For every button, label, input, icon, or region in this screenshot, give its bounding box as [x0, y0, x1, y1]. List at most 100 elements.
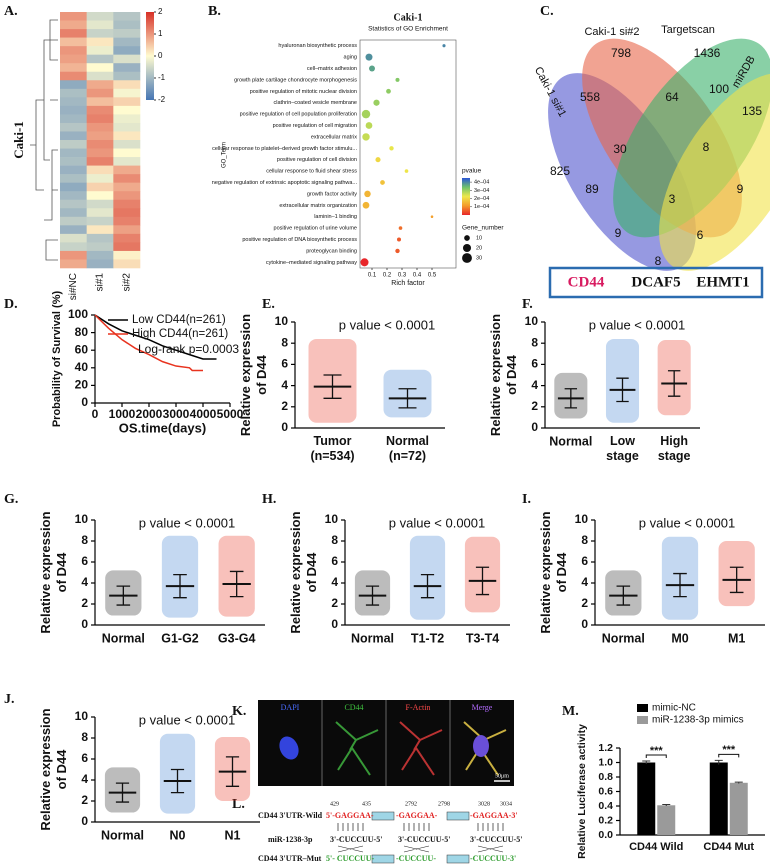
heat-cell — [60, 233, 87, 243]
bar — [709, 762, 728, 835]
term-dot — [361, 109, 371, 119]
heat-cell — [113, 12, 141, 21]
panel-label: I. — [522, 492, 531, 507]
legend-title: Gene_number — [462, 225, 504, 232]
term-dot — [362, 133, 370, 141]
utr-box — [371, 854, 395, 864]
heat-cell — [86, 157, 114, 166]
x-tick-label: 0.4 — [413, 273, 422, 279]
x-tick-label: 1000 — [109, 407, 136, 421]
y-tick-label: 0 — [81, 814, 88, 828]
x-tick-label: 3000 — [163, 407, 190, 421]
heat-cell — [60, 199, 87, 209]
heat-cell — [86, 71, 114, 81]
heat-cell — [86, 182, 114, 192]
y-tick-label: 8 — [581, 533, 588, 547]
venn-count: 558 — [580, 90, 600, 104]
heat-cell — [60, 46, 87, 55]
x-tick-label: Low stage — [606, 434, 639, 463]
venn-count: 8 — [703, 140, 710, 154]
term-label: positive regulation of DNA biosynthetic … — [242, 237, 357, 243]
heat-cell — [86, 233, 114, 243]
heat-cell — [86, 12, 114, 21]
x-tick-label: 2000 — [136, 407, 163, 421]
colorbar-label: 2 — [158, 7, 163, 16]
gene: EHMT1 — [696, 274, 749, 290]
heat-cell — [60, 71, 87, 81]
y-tick-label: 1.0 — [598, 756, 613, 768]
error-bar — [642, 760, 651, 764]
error-bar — [734, 781, 743, 784]
x-tick-label: Normal — [602, 631, 645, 645]
y-tick-label: 40 — [75, 360, 89, 374]
utr-box — [371, 811, 395, 821]
heat-cell — [113, 225, 141, 235]
annotation: p value < 0.0001 — [389, 515, 486, 530]
significance-bracket — [645, 754, 667, 759]
x-tick-label: 0.5 — [428, 273, 437, 279]
sequence: 3'-CUCCUU-5' — [398, 835, 450, 844]
term-label: cellular response to fluid shear stress — [266, 169, 357, 175]
size-key — [462, 243, 472, 253]
heat-cell — [113, 242, 141, 252]
y-axis-label: Relative expressionof D44 — [239, 314, 270, 436]
heat-cell — [113, 216, 141, 226]
colorbar — [462, 178, 470, 215]
y-tick-label: 0 — [81, 617, 88, 631]
y-tick-label: 6 — [581, 554, 588, 568]
venn-count: 6 — [697, 228, 704, 242]
y-tick-label: 10 — [75, 512, 89, 526]
y-tick-label: 4 — [81, 575, 88, 589]
venn-count: 135 — [742, 104, 762, 118]
size-label: 20 — [476, 245, 482, 251]
venn-count: 8 — [655, 254, 662, 268]
term-dot — [430, 215, 434, 218]
term-dot — [395, 248, 400, 254]
heat-cell — [86, 63, 114, 73]
term-label: growth factor activity — [307, 191, 357, 197]
heat-cell — [113, 88, 141, 98]
annotation: Log-rank p=0.0003 — [138, 342, 239, 356]
term-dot — [386, 88, 391, 94]
x-tick-label: 0.2 — [383, 273, 392, 279]
chart-title: Caki-1 — [394, 12, 423, 23]
x-tick-label: N0 — [170, 828, 186, 842]
position: 435 — [362, 801, 371, 807]
term-dot — [398, 226, 403, 230]
heat-cell — [86, 114, 114, 124]
position: 2798 — [438, 801, 450, 807]
y-tick-label: 0.8 — [598, 771, 613, 783]
term-label: extracellular matrix — [311, 134, 357, 140]
y-tick-label: 0 — [81, 395, 88, 409]
heat-cell — [113, 80, 141, 90]
legend-label: High CD44(n=261) — [132, 328, 228, 340]
venn-count: 1436 — [694, 46, 721, 60]
y-tick-label: 100 — [68, 307, 88, 321]
row-label: CD44 3'UTR-Wild — [258, 811, 323, 820]
x-tick-label: M1 — [728, 631, 745, 645]
y-tick-label: 8 — [81, 533, 88, 547]
y-tick-label: 2 — [81, 596, 88, 610]
heat-cell — [86, 54, 114, 64]
term-dot — [404, 169, 409, 173]
y-tick-label: 6 — [81, 554, 88, 568]
term-label: extracellular matrix organization — [279, 203, 357, 209]
y-tick-label: 80 — [75, 325, 89, 339]
heat-cell — [60, 250, 87, 260]
heat-cell — [113, 148, 141, 158]
heat-cell — [60, 105, 87, 115]
y-tick-label: 0.6 — [598, 785, 613, 797]
heat-cell — [60, 122, 87, 132]
y-tick-label: 2 — [281, 399, 288, 413]
y-tick-label: 8 — [81, 730, 88, 744]
heat-cell — [86, 97, 114, 107]
annotation: p value < 0.0001 — [589, 317, 686, 332]
sequence: -GAGGAA- — [396, 811, 438, 820]
plot-frame — [359, 39, 457, 269]
channel-label: F-Actin — [406, 703, 431, 712]
heat-cell — [60, 97, 87, 107]
cell-stain — [399, 721, 443, 776]
y-axis-label: Relative expressionof D44 — [489, 314, 520, 436]
y-tick-label: 2 — [331, 596, 338, 610]
term-dot — [364, 190, 371, 198]
